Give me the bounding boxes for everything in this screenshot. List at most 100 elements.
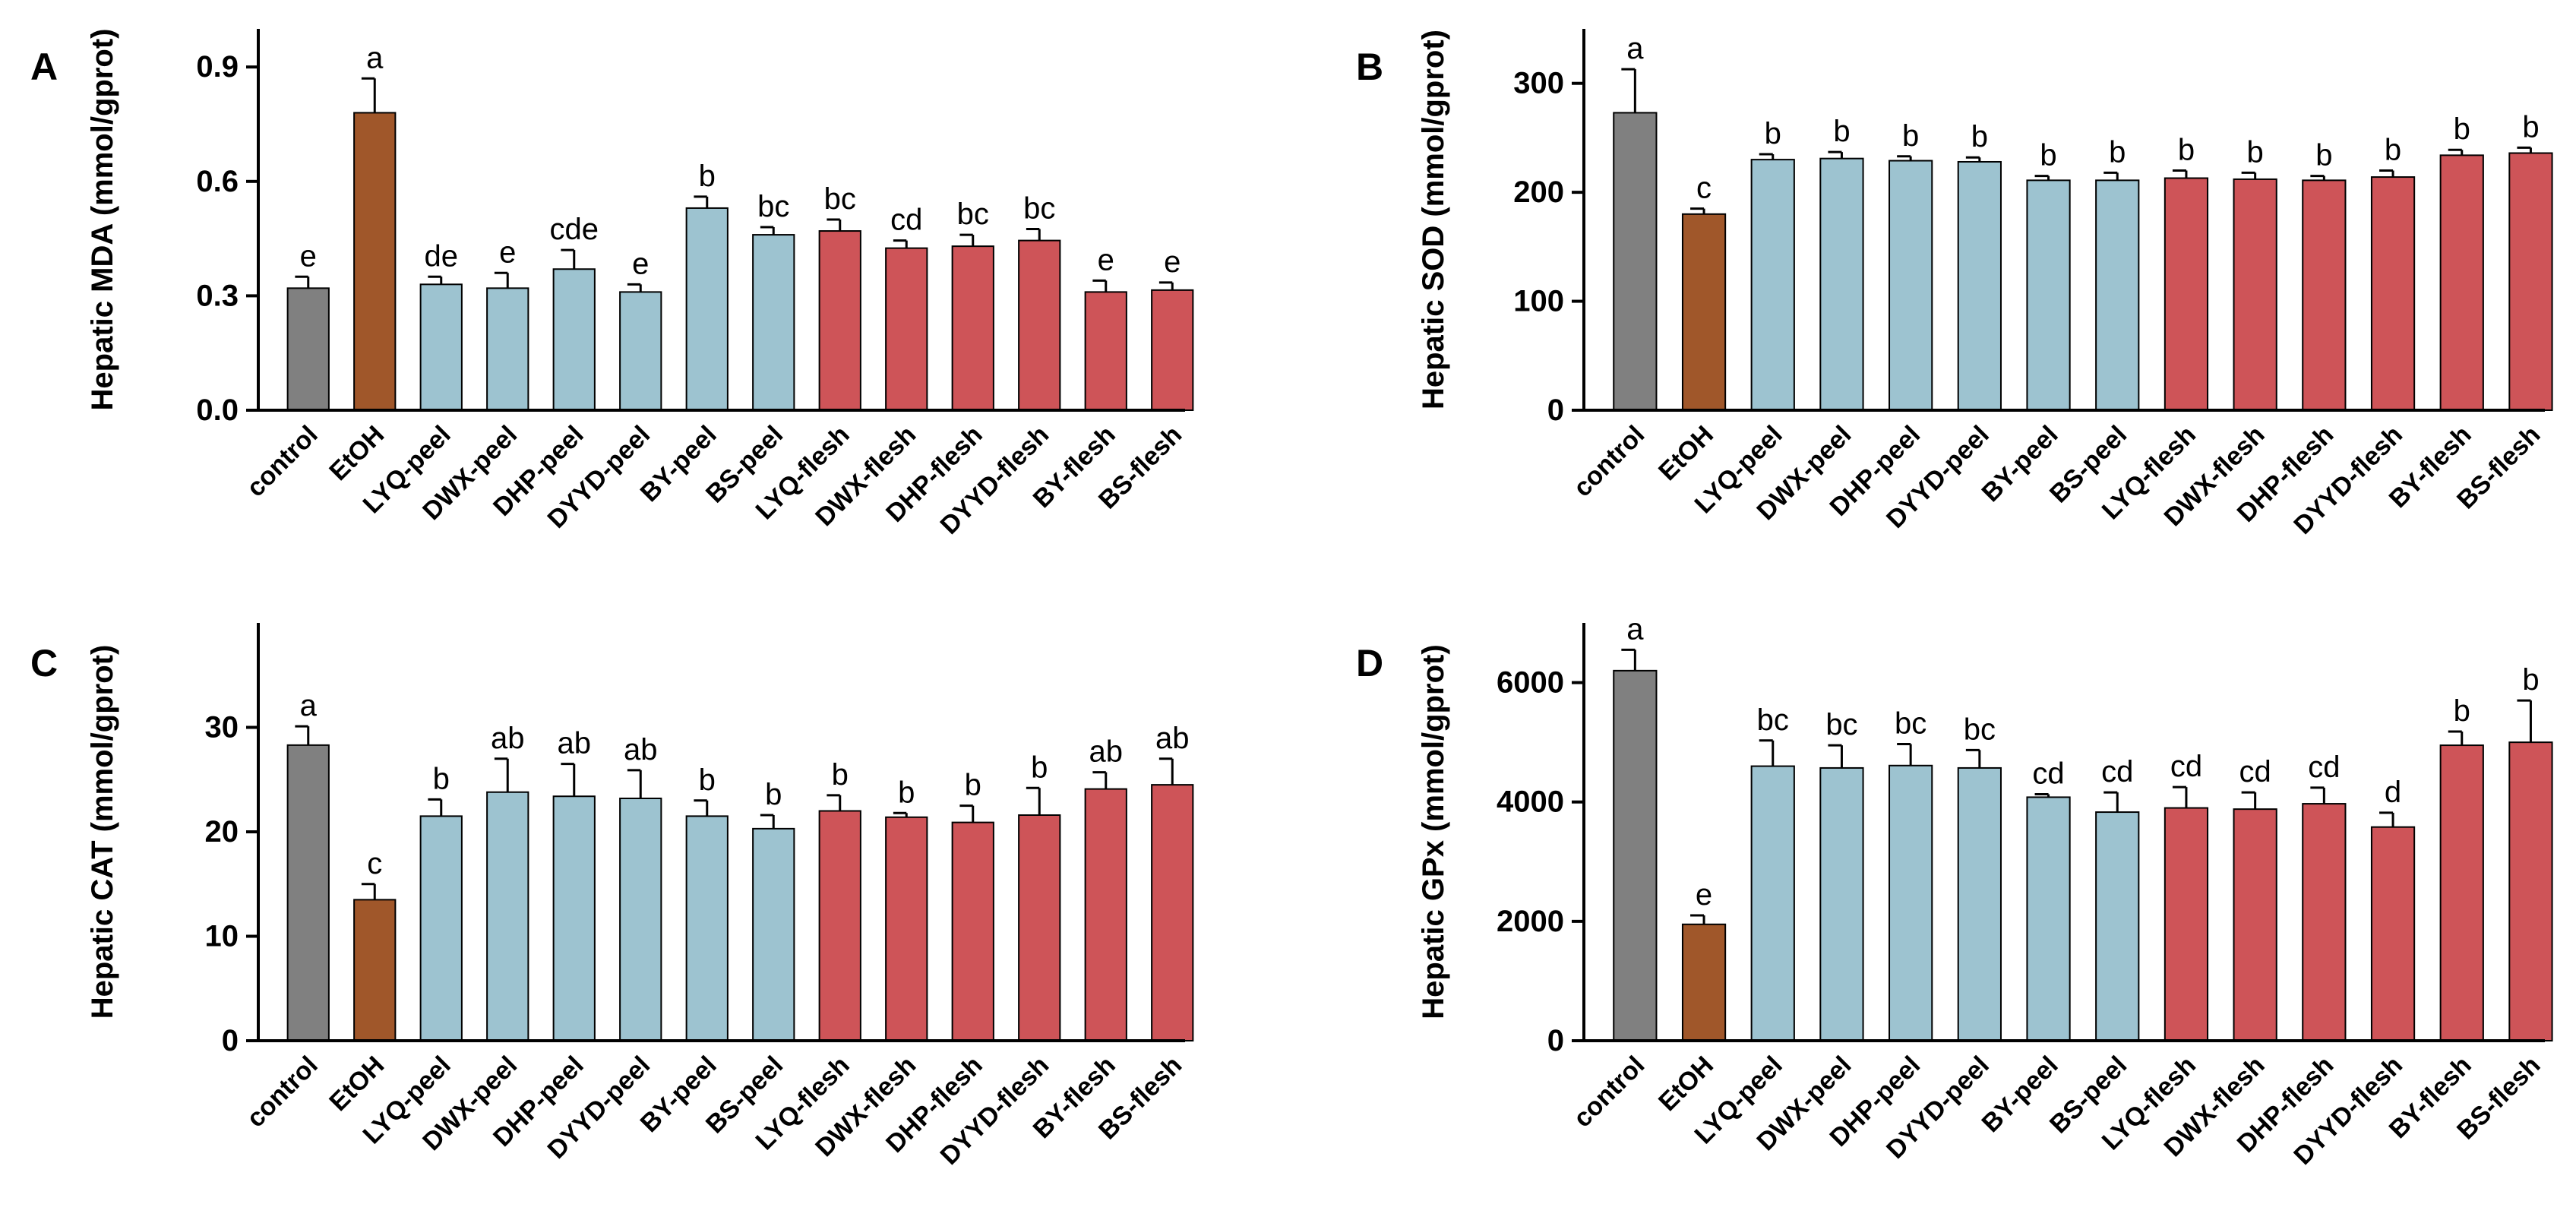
bar-dhp-peel: [552, 795, 596, 1041]
chart-panel-d: acontroleEtOHbcLYQ-peelbcDWX-peelbcDHP-p…: [1417, 612, 2553, 1171]
bar-etoh: [353, 112, 397, 411]
panel-letter-d: D: [1356, 642, 1383, 684]
panel-a: A econtrolaEtOHdeLYQ-peeleDWX-peelcdeDHP…: [30, 29, 1194, 540]
error-bar-lyq-flesh: [827, 218, 842, 232]
sig-label-lyq-peel: bc: [1757, 703, 1789, 737]
sig-label-lyq-flesh: cd: [2170, 750, 2202, 783]
error-bar-control: [295, 725, 310, 745]
sig-label-bs-peel: b: [765, 778, 782, 811]
bar-etoh: [1681, 923, 1727, 1042]
sig-label-control: e: [300, 239, 317, 273]
sig-label-dwx-flesh: cd: [890, 204, 922, 237]
bar-dyyd-flesh: [1018, 239, 1061, 411]
bar-etoh: [353, 899, 397, 1041]
y-tick-label: 0.6: [196, 165, 239, 198]
sig-label-by-peel: b: [2040, 139, 2056, 172]
error-bar-by-flesh: [2448, 730, 2464, 746]
bar-lyq-flesh: [818, 230, 861, 411]
sig-label-bs-peel: cd: [2101, 755, 2133, 789]
sig-label-dyyd-flesh: b: [2385, 133, 2401, 166]
bar-dhp-flesh: [951, 821, 994, 1041]
x-tick-label-control: control: [241, 420, 323, 502]
bar-bs-flesh: [2508, 741, 2553, 1042]
bar-dwx-flesh: [885, 816, 928, 1041]
sig-label-bs-peel: b: [2109, 135, 2126, 169]
bar-dyyd-peel: [619, 291, 662, 411]
error-bar-bs-flesh: [1158, 281, 1174, 290]
y-tick-label: 4000: [1497, 785, 1564, 819]
bar-by-flesh: [1084, 788, 1127, 1041]
bar-dwx-flesh: [2233, 808, 2277, 1041]
bar-by-peel: [685, 207, 729, 411]
bar-bs-peel: [2095, 179, 2140, 411]
error-bar-bs-flesh: [2517, 699, 2532, 743]
panel-c: C acontrolcEtOHbLYQ-peelabDWX-peelabDHP-…: [30, 623, 1194, 1171]
error-bar-dyyd-peel: [627, 283, 642, 292]
bar-dhp-peel: [1889, 764, 1933, 1041]
panel-d: D acontroleEtOHbcLYQ-peelbcDWX-peelbcDHP…: [1356, 612, 2553, 1171]
chart-panel-b: acontrolcEtOHbLYQ-peelbDWX-peelbDHP-peel…: [1417, 29, 2553, 540]
sig-label-dwx-peel: b: [1833, 115, 1850, 148]
y-tick-label: 10: [205, 920, 239, 953]
y-tick-label: 2000: [1497, 905, 1564, 938]
y-axis-label: Hepatic MDA (mmol/gprot): [86, 29, 119, 411]
sig-label-control: a: [1626, 32, 1644, 65]
x-tick-label-control: control: [241, 1051, 323, 1133]
bar-bs-flesh: [1151, 784, 1194, 1041]
error-bar-etoh: [1690, 207, 1705, 214]
error-bar-dyyd-peel: [627, 769, 642, 798]
y-tick-label: 0.3: [196, 279, 239, 312]
bar-lyq-peel: [419, 283, 463, 411]
sig-label-by-flesh: b: [2454, 694, 2470, 728]
sig-label-dhp-peel: cde: [550, 213, 599, 246]
sig-label-dwx-peel: e: [499, 235, 516, 269]
sig-label-by-peel: b: [699, 763, 716, 797]
bar-dyyd-peel: [1957, 766, 2002, 1042]
sig-label-dyyd-peel: e: [632, 247, 649, 280]
sig-label-etoh: a: [366, 41, 384, 74]
bar-by-peel: [2026, 179, 2071, 411]
y-tick-label: 200: [1513, 175, 1564, 209]
error-bar-bs-peel: [2103, 791, 2119, 813]
sig-label-dyyd-peel: b: [1971, 120, 1988, 153]
bar-bs-flesh: [2508, 152, 2553, 411]
bar-dyyd-peel: [1957, 160, 2002, 412]
error-bar-dyyd-flesh: [1026, 228, 1041, 241]
error-bar-dyyd-peel: [1965, 156, 1981, 162]
error-bar-etoh: [1690, 914, 1705, 924]
error-bar-dwx-flesh: [893, 811, 908, 817]
sig-label-dwx-peel: ab: [491, 722, 525, 755]
error-bar-control: [1621, 68, 1636, 113]
error-bar-dhp-flesh: [959, 804, 975, 823]
y-tick-label: 30: [205, 711, 239, 744]
bar-by-flesh: [2439, 744, 2484, 1041]
bar-bs-peel: [752, 234, 795, 411]
bar-dwx-peel: [1819, 766, 1864, 1042]
bar-dwx-peel: [486, 791, 529, 1041]
bar-dhp-flesh: [2302, 179, 2347, 411]
bar-dhp-flesh: [951, 245, 994, 412]
sig-label-dhp-flesh: cd: [2308, 751, 2340, 784]
sig-label-dyyd-peel: ab: [624, 733, 658, 766]
y-axis-label: Hepatic GPx (mmol/gprot): [1417, 644, 1450, 1019]
y-tick-label: 0: [1547, 1024, 1564, 1057]
y-axis-label: Hepatic SOD (mmol/gprot): [1417, 30, 1450, 409]
error-bar-lyq-peel: [428, 275, 443, 285]
error-bar-dhp-flesh: [959, 233, 975, 247]
error-bar-by-flesh: [1092, 771, 1108, 789]
error-bar-lyq-peel: [428, 798, 443, 817]
error-bar-by-peel: [694, 799, 709, 817]
bar-dyyd-flesh: [2370, 176, 2416, 411]
error-bar-dwx-peel: [1828, 744, 1843, 768]
bar-lyq-flesh: [2164, 177, 2209, 412]
sig-label-dhp-flesh: b: [965, 769, 981, 802]
error-bar-dhp-flesh: [2310, 786, 2325, 804]
error-bar-bs-flesh: [1158, 757, 1174, 785]
error-bar-by-flesh: [1092, 279, 1108, 292]
y-tick-label: 0.0: [196, 393, 239, 427]
y-tick-label: 0: [1547, 393, 1564, 427]
bar-control: [1613, 669, 1658, 1041]
x-tick-label-etoh: EtOH: [1653, 1051, 1719, 1117]
error-bar-lyq-flesh: [2172, 785, 2188, 808]
